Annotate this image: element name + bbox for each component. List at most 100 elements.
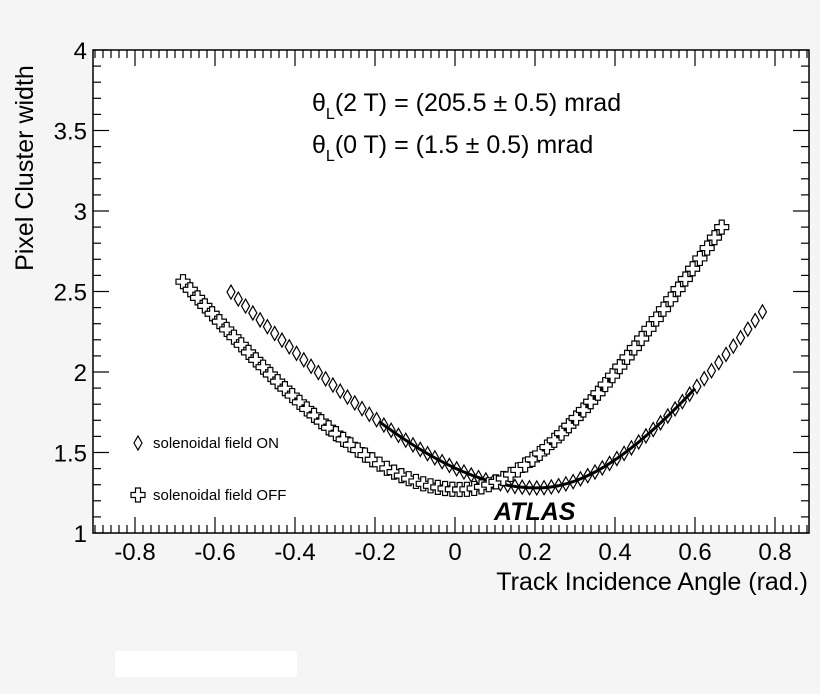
data-point-cross: [379, 460, 395, 476]
data-point-cross: [648, 311, 664, 327]
data-point-cross: [706, 229, 723, 246]
data-point-diamond: [313, 364, 324, 381]
data-point-cross: [604, 368, 621, 384]
x-tick-label: -0.4: [274, 539, 315, 566]
data-point-diamond: [291, 345, 302, 362]
data-point-diamond: [553, 477, 564, 494]
data-point-diamond: [532, 479, 542, 497]
x-tick-label: -0.6: [194, 539, 235, 566]
annotation-line-1: θL(2 T) = (205.5 ± 0.5) mrad: [312, 89, 621, 123]
data-point-cross: [619, 349, 635, 365]
data-point-diamond: [590, 463, 600, 481]
data-point-diamond: [568, 473, 578, 490]
data-point-diamond: [735, 329, 746, 346]
data-point-diamond: [233, 290, 243, 308]
data-point-diamond: [437, 453, 447, 470]
data-point-cross: [641, 321, 657, 337]
annotation-1-theta: θ: [312, 89, 326, 117]
x-tick-label: 0.2: [518, 539, 551, 566]
data-point-cross: [692, 250, 708, 267]
data-point-diamond: [619, 445, 629, 462]
data-point-diamond: [714, 354, 724, 371]
annotation-1-text: (2 T) = (205.5 ± 0.5) mrad: [335, 89, 621, 117]
data-point-cross: [677, 271, 693, 287]
data-point-diamond: [459, 463, 469, 481]
data-point-diamond: [262, 318, 273, 335]
data-point-diamond: [269, 325, 280, 342]
data-point-diamond: [692, 378, 702, 395]
data-point-diamond: [612, 450, 622, 467]
data-point-diamond: [546, 478, 557, 496]
y-tick-label: 4: [74, 38, 87, 65]
data-point-diamond: [750, 312, 760, 329]
data-point-cross: [539, 439, 555, 455]
x-tick-labels: -0.8 -0.6 -0.4 -0.2 0 0.2 0.4 0.6 0.8: [114, 539, 791, 566]
data-point-cross: [714, 219, 730, 235]
annotation-2-theta: θ: [312, 131, 326, 159]
x-axis-title: Track Incidence Angle (rad.): [496, 568, 808, 596]
data-point-diamond: [393, 427, 404, 444]
data-point-cross: [393, 467, 409, 484]
data-point-diamond: [422, 445, 433, 462]
data-point-diamond: [342, 388, 353, 406]
axis-ticks: [93, 49, 809, 534]
data-point-diamond: [444, 457, 455, 474]
data-point-cross: [568, 410, 584, 426]
data-point-diamond: [699, 370, 709, 387]
atlas-label: ATLAS: [493, 498, 576, 526]
data-point-diamond: [255, 311, 265, 329]
y-tick-labels: 1 1.5 2 2.5 3 3.5 4: [54, 38, 87, 548]
data-point-diamond: [743, 320, 753, 338]
data-point-diamond: [597, 459, 607, 477]
data-point-diamond: [401, 431, 411, 449]
data-point-diamond: [357, 400, 367, 417]
data-point-diamond: [575, 470, 586, 488]
data-point-diamond: [684, 385, 695, 403]
data-point-diamond: [757, 303, 768, 321]
annotation-2-text: (0 T) = (1.5 ± 0.5) mrad: [335, 131, 593, 159]
data-point-diamond: [386, 422, 396, 439]
data-point-cross: [546, 432, 562, 448]
data-point-diamond: [626, 439, 637, 457]
data-point-cross: [612, 359, 628, 375]
legend-label-on: solenoidal field ON: [153, 435, 279, 452]
data-point-diamond: [728, 337, 739, 355]
x-tick-label: 0: [448, 539, 461, 566]
annotation-2-subscript: L: [326, 148, 335, 165]
y-axis-title: Pixel Cluster width: [11, 65, 39, 271]
data-point-diamond: [641, 427, 651, 445]
data-point-cross: [670, 281, 686, 297]
data-point-diamond: [248, 304, 258, 322]
data-point-diamond: [364, 406, 375, 423]
y-tick-label: 2: [74, 360, 87, 387]
data-point-diamond: [583, 467, 593, 484]
y-tick-label: 3: [74, 199, 87, 226]
legend: solenoidal field ON solenoidal field OFF: [130, 434, 286, 504]
data-point-diamond: [706, 362, 717, 379]
x-tick-label: -0.2: [354, 539, 395, 566]
data-point-diamond: [306, 358, 316, 375]
data-point-cross: [655, 301, 672, 317]
data-point-diamond: [721, 346, 731, 363]
data-point-diamond: [604, 455, 615, 472]
data-point-cross: [634, 330, 650, 347]
data-point-cross: [590, 385, 606, 401]
annotation-line-2: θL(0 T) = (1.5 ± 0.5) mrad: [312, 131, 593, 165]
data-point-diamond: [284, 338, 294, 355]
legend-label-off: solenoidal field OFF: [153, 487, 286, 504]
data-point-diamond: [240, 297, 251, 315]
x-tick-label: -0.8: [114, 539, 155, 566]
data-point-cross: [553, 425, 570, 441]
data-point-cross: [583, 394, 599, 410]
data-point-diamond: [335, 382, 345, 400]
data-point-diamond: [648, 421, 658, 438]
data-point-diamond: [299, 351, 309, 369]
data-point-diamond: [677, 393, 688, 410]
data-point-cross: [561, 418, 577, 434]
data-point-diamond: [510, 478, 520, 495]
x-tick-label: 0.8: [758, 539, 791, 566]
data-point-diamond: [415, 441, 425, 458]
data-point-diamond: [517, 479, 527, 496]
data-point-cross: [575, 402, 591, 418]
data-markers: [175, 219, 768, 498]
